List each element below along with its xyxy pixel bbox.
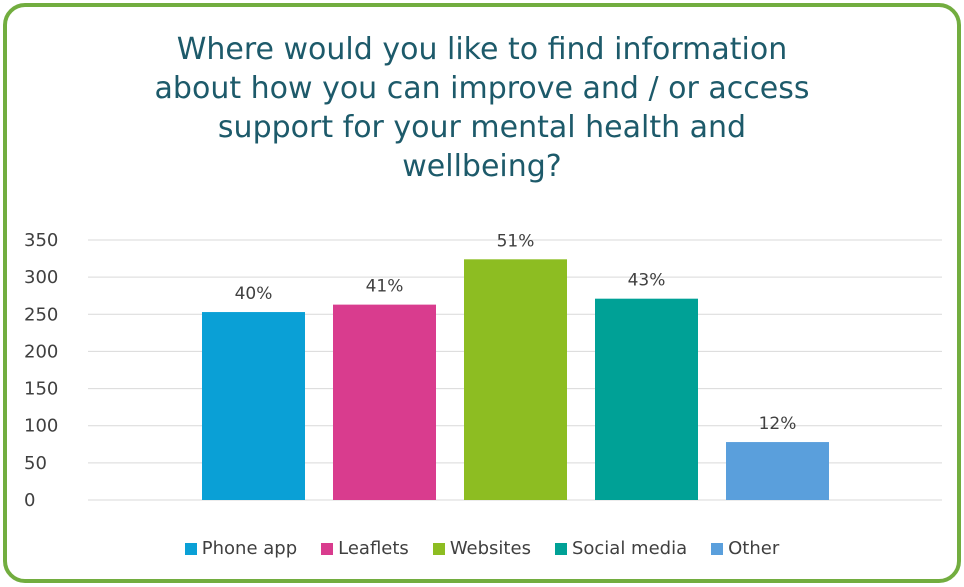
legend: Phone app Leaflets Websites Social media Oth… [0,538,964,559]
chart-title-line-4: wellbeing? [402,149,562,184]
legend-item: Social media [554,538,688,559]
legend-swatch [554,542,567,555]
y-tick-label: 50 [24,453,47,474]
data-label: 43% [628,271,666,291]
chart-title: Where would you like to find information… [0,30,964,186]
legend-item: Websites [432,538,531,559]
legend-item: Leaflets [321,538,409,559]
legend-swatch [321,542,334,555]
y-tick-label: 250 [24,304,58,325]
legend-item: Other [711,538,779,559]
chart-title-line-2: about how you can improve and / or acces… [154,71,810,106]
y-tick-label: 300 [24,267,58,288]
y-tick-label: 100 [24,416,58,437]
chart-title-line-3: support for your mental health and [217,110,747,145]
y-axis: 0 50 100 150 200 250 300 350 [24,230,58,511]
bar-social-media [595,298,698,500]
data-label: 41% [366,277,404,297]
chart-title-line-1: Where would you like to find information [176,32,788,67]
data-label: 51% [497,231,535,251]
bar-phone-app [202,312,305,500]
y-tick-label: 150 [24,379,58,400]
bar-leaflets [333,304,436,500]
bar-other [726,442,829,500]
legend-label: Websites [449,538,531,559]
data-label: 40% [235,284,273,304]
legend-label: Other [728,538,780,559]
legend-label: Social media [571,538,688,559]
legend-swatch [432,542,445,555]
data-label: 12% [759,414,797,434]
bars [202,259,829,500]
y-tick-label: 350 [24,230,58,251]
legend-item: Phone app [184,538,298,559]
legend-label: Phone app [201,538,298,559]
legend-swatch [711,542,724,555]
y-tick-label: 0 [24,490,35,511]
y-tick-label: 200 [24,341,58,362]
bar-websites [464,259,567,500]
legend-label: Leaflets [338,538,409,559]
legend-swatch [184,542,197,555]
data-labels: 40% 41% 51% 43% 12% [235,231,797,434]
